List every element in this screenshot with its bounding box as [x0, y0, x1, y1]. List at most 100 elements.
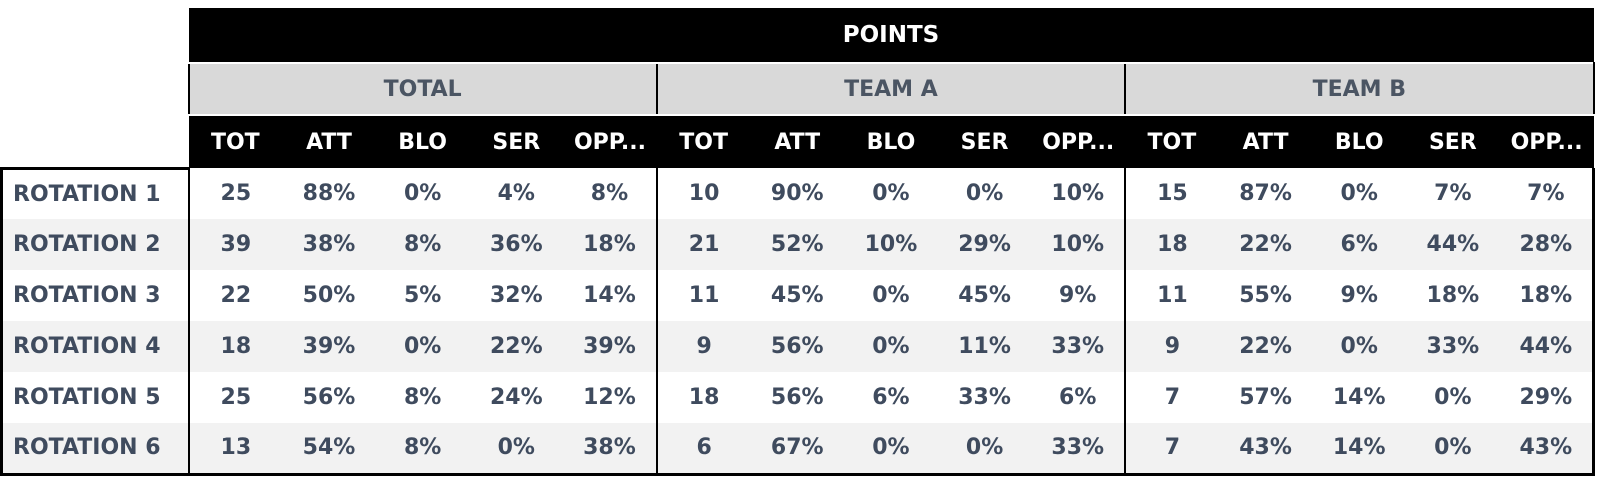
- table-cell: 52%: [750, 219, 845, 270]
- table-cell: 36%: [469, 219, 564, 270]
- table-cell: 45%: [937, 270, 1032, 321]
- table-cell: 0%: [1312, 321, 1407, 372]
- table-cell: 45%: [750, 270, 845, 321]
- table-cell: 54%: [282, 423, 376, 476]
- table-cell: 88%: [282, 168, 376, 219]
- column-header-team-a-4: SER: [937, 115, 1032, 168]
- table-cell: 33%: [937, 372, 1032, 423]
- table-cell: 25: [188, 168, 283, 219]
- table-cell: 56%: [282, 372, 376, 423]
- table-cell: 7%: [1406, 168, 1500, 219]
- table-cell: 7: [1124, 372, 1219, 423]
- table-cell: 9%: [1312, 270, 1407, 321]
- table-cell: 13: [188, 423, 283, 476]
- table-cell: 39%: [282, 321, 376, 372]
- table-cell: 15: [1124, 168, 1219, 219]
- table-cell: 39%: [563, 321, 657, 372]
- column-header-team-a-5: OPP...: [1031, 115, 1126, 168]
- table-cell: 18%: [563, 219, 657, 270]
- column-header-total-5: OPP...: [563, 115, 657, 168]
- header-corner: [1, 115, 189, 170]
- column-header-total-3: BLO: [375, 115, 470, 168]
- row-label: ROTATION 2: [0, 219, 190, 270]
- table-cell: 0%: [1406, 423, 1500, 476]
- table-cell: 18%: [1406, 270, 1500, 321]
- table-cell: 6: [655, 423, 751, 476]
- table-cell: 14%: [563, 270, 657, 321]
- table-cell: 56%: [750, 372, 845, 423]
- table-cell: 22: [188, 270, 283, 321]
- column-header-team-b-1: TOT: [1125, 115, 1219, 168]
- table-cell: 24%: [469, 372, 564, 423]
- table-cell: 33%: [1031, 423, 1126, 476]
- table-cell: 0%: [1312, 168, 1407, 219]
- table-cell: 7: [1124, 423, 1219, 476]
- table-cell: 14%: [1312, 423, 1407, 476]
- table-cell: 14%: [1312, 372, 1407, 423]
- column-header-total-2: ATT: [282, 115, 376, 168]
- table-cell: 38%: [282, 219, 376, 270]
- table-cell: 56%: [750, 321, 845, 372]
- row-label: ROTATION 4: [0, 321, 190, 372]
- table-cell: 0%: [469, 423, 564, 476]
- column-header-team-a-1: TOT: [656, 115, 751, 168]
- table-cell: 57%: [1218, 372, 1313, 423]
- table-cell: 10: [655, 168, 751, 219]
- table-cell: 9: [1124, 321, 1219, 372]
- table-cell: 38%: [563, 423, 657, 476]
- table-title: POINTS: [188, 0, 1594, 63]
- table-cell: 0%: [375, 321, 470, 372]
- table-cell: 18: [188, 321, 283, 372]
- table-cell: 67%: [750, 423, 845, 476]
- row-label: ROTATION 6: [0, 423, 190, 476]
- row-label: ROTATION 1: [0, 168, 190, 219]
- table-cell: 22%: [469, 321, 564, 372]
- column-header-team-b-2: ATT: [1218, 115, 1313, 168]
- table-cell: 90%: [750, 168, 845, 219]
- table-cell: 55%: [1218, 270, 1313, 321]
- table-cell: 22%: [1218, 219, 1313, 270]
- table-cell: 43%: [1499, 423, 1595, 476]
- row-label: ROTATION 5: [0, 372, 190, 423]
- table-cell: 87%: [1218, 168, 1313, 219]
- header-corner: [1, 63, 189, 115]
- table-cell: 50%: [282, 270, 376, 321]
- points-table: POINTS TOTAL TEAM A TEAM B TOT ATT BLO SER O…: [0, 0, 1595, 476]
- table-row: ROTATION 1 25 88% 0% 4% 8% 10 90% 0% 0% 10% 15 87% 0%…: [0, 168, 1595, 219]
- table-cell: 8%: [375, 372, 470, 423]
- table-cell: 6%: [1312, 219, 1407, 270]
- table-row: ROTATION 5 25 56% 8% 24% 12% 18 56% 6% 33% 6% 7 57% 1…: [0, 372, 1595, 423]
- table-cell: 10%: [1031, 168, 1126, 219]
- table-cell: 18: [1124, 219, 1219, 270]
- table-cell: 22%: [1218, 321, 1313, 372]
- table-cell: 10%: [844, 219, 938, 270]
- table-cell: 0%: [375, 168, 470, 219]
- table-cell: 9%: [1031, 270, 1126, 321]
- table-cell: 6%: [844, 372, 938, 423]
- table-cell: 5%: [375, 270, 470, 321]
- table-cell: 0%: [844, 270, 938, 321]
- group-header-team-a: TEAM A: [655, 62, 1126, 116]
- table-cell: 8%: [375, 423, 470, 476]
- row-label: ROTATION 3: [0, 270, 190, 321]
- table-cell: 10%: [1031, 219, 1126, 270]
- table-cell: 9: [655, 321, 751, 372]
- table-cell: 39: [188, 219, 283, 270]
- table-cell: 33%: [1031, 321, 1126, 372]
- table-row: ROTATION 4 18 39% 0% 22% 39% 9 56% 0% 11% 33% 9 22% 0…: [0, 321, 1595, 372]
- table-cell: 25: [188, 372, 283, 423]
- group-header-team-b: TEAM B: [1124, 62, 1595, 116]
- table-cell: 8%: [563, 168, 657, 219]
- group-header-total: TOTAL: [187, 62, 657, 116]
- table-cell: 0%: [937, 168, 1032, 219]
- table-cell: 7%: [1499, 168, 1595, 219]
- column-header-total-1: TOT: [188, 115, 283, 168]
- table-row: ROTATION 3 22 50% 5% 32% 14% 11 45% 0% 45% 9% 11 55%…: [0, 270, 1595, 321]
- table-cell: 43%: [1218, 423, 1313, 476]
- table-cell: 6%: [1031, 372, 1126, 423]
- table-cell: 12%: [563, 372, 657, 423]
- column-header-total-4: SER: [469, 115, 564, 168]
- table-cell: 0%: [844, 321, 938, 372]
- column-header-team-b-5: OPP...: [1499, 115, 1594, 168]
- table-cell: 18: [655, 372, 751, 423]
